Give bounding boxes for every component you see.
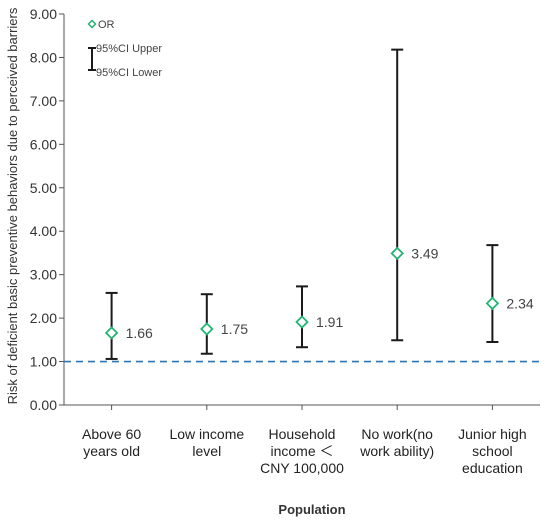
x-category-label-line: school [472, 443, 512, 459]
or-marker [104, 326, 119, 340]
x-category-label-line: Low income [169, 426, 244, 442]
x-category-label-line: years old [83, 443, 140, 459]
x-category-label-line: level [192, 443, 221, 459]
legend-or-label: OR [98, 19, 115, 31]
x-category-label-line: Household [269, 426, 336, 442]
or-marker [200, 322, 214, 336]
x-axis: Above 60 years old Low income level Househol… [64, 404, 540, 476]
y-tick-label: 3.00 [30, 267, 57, 283]
or-data-label: 1.66 [126, 325, 153, 341]
x-category-label: Low income level [169, 426, 244, 459]
y-tick-label: 0.00 [30, 397, 57, 413]
or-data-label: 2.34 [506, 295, 533, 311]
y-tick-label: 5.00 [30, 180, 57, 196]
y-tick-label: 7.00 [30, 93, 57, 109]
x-category-label: Above 60 years old [82, 426, 141, 459]
x-axis-title: Population [278, 502, 345, 517]
chart-marks: 1.66 1.75 1.91 3.49 2.34 [104, 48, 534, 360]
y-tick-label: 2.00 [30, 310, 57, 326]
x-category-label-line: CNY 100,000 [260, 460, 344, 476]
or-data-label: 1.75 [221, 321, 248, 337]
x-category-label-line: work ability) [359, 443, 434, 459]
y-tick-label: 1.00 [30, 354, 57, 370]
x-category-label-line: education [462, 460, 523, 476]
x-category-label-line: No work(no [361, 426, 433, 442]
x-category-label: No work(no work ability) [359, 426, 434, 459]
y-tick-label: 8.00 [30, 49, 57, 65]
legend-ci-upper-label: 95%CI Upper [96, 43, 162, 55]
or-data-label: 3.49 [411, 245, 438, 261]
y-tick-label: 4.00 [30, 223, 57, 239]
legend-or-marker [87, 19, 97, 29]
legend: OR 95%CI Upper 95%CI Lower [87, 19, 162, 79]
or-data-label: 1.91 [316, 314, 343, 330]
x-category-label-line: Above 60 [82, 426, 141, 442]
or-marker [485, 296, 500, 311]
x-category-label-line: Junior high [458, 426, 527, 442]
x-category-label: Junior high school education [458, 426, 527, 476]
y-axis-title: Risk of deficient basic preventive behav… [5, 7, 20, 404]
legend-ci-lower-label: 95%CI Lower [96, 67, 162, 79]
y-axis: 0.00 1.00 2.00 3.00 4.00 5.00 6.00 7.00 8.00 9.00 [30, 6, 65, 413]
or-marker [295, 315, 309, 329]
or-marker [390, 246, 404, 261]
y-tick-label: 9.00 [30, 6, 57, 22]
x-category-label-line: income ＜ [270, 443, 333, 459]
y-tick-label: 6.00 [30, 136, 57, 152]
x-category-label: Household income ＜ CNY 100,000 [260, 426, 344, 476]
